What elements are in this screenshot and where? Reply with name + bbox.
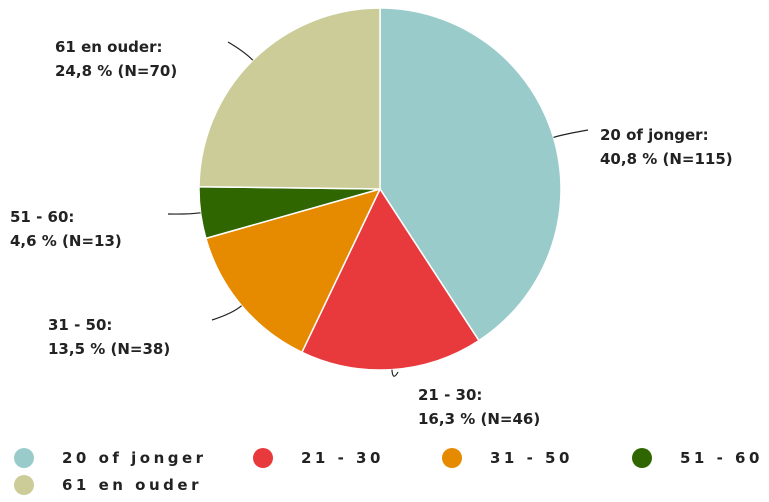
legend-label: 20 of jonger [62,449,207,467]
slice-label: 51 - 60: [10,208,74,226]
legend-marker [442,448,462,468]
legend-label: 61 en ouder [62,476,202,494]
legend-marker [632,448,652,468]
slice-value-label: 13,5 % (N=38) [48,340,170,358]
legend-marker [253,448,273,468]
slice-label: 31 - 50: [48,316,112,334]
slice-label: 21 - 30: [418,386,482,404]
leader-line [227,41,254,61]
leader-line [553,129,589,138]
slice-label: 61 en ouder: [55,38,162,56]
slice-value-label: 40,8 % (N=115) [600,150,733,168]
legend-marker [14,475,34,495]
pie-slice [198,7,381,190]
leader-line [167,212,201,215]
slice-value-label: 4,6 % (N=13) [10,232,122,250]
legend-label: 21 - 30 [301,449,384,467]
slice-value-label: 24,8 % (N=70) [55,62,177,80]
legend-marker [14,448,34,468]
pie-slice [300,187,480,371]
legend-label: 31 - 50 [490,449,573,467]
leader-line [391,369,399,377]
pie-slice [204,187,382,354]
leader-line [211,305,243,321]
slice-label: 20 of jonger: [600,126,709,144]
legend-label: 51 - 60 [680,449,763,467]
slice-value-label: 16,3 % (N=46) [418,410,540,428]
